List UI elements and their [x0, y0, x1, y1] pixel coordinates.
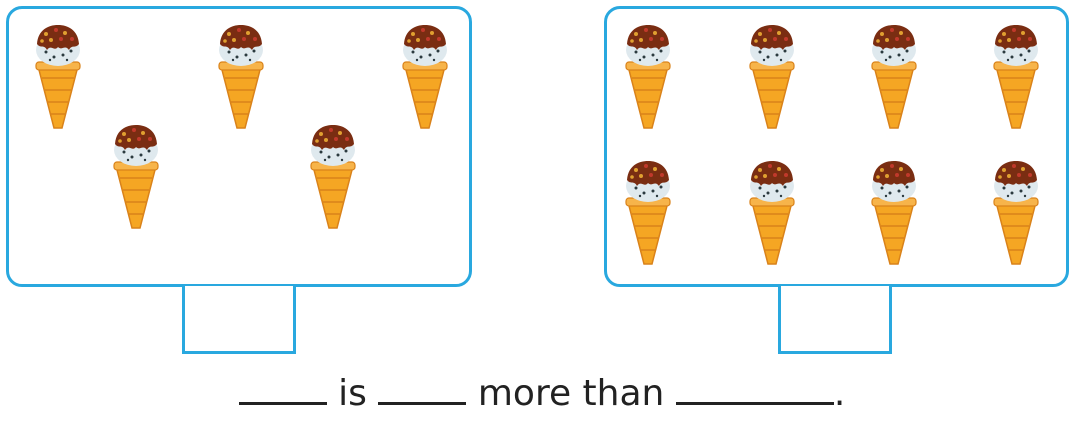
answer-blank-2[interactable]	[378, 368, 467, 405]
word-more-than: more than	[477, 373, 665, 414]
left-count-answer-box[interactable]	[182, 286, 296, 354]
ice-cream-cone-icon	[310, 124, 356, 229]
answer-blank-3[interactable]	[675, 368, 834, 405]
ice-cream-cone-icon	[625, 160, 671, 265]
sentence-period: .	[833, 373, 846, 414]
right-count-answer-box[interactable]	[778, 286, 892, 354]
ice-cream-cone-icon	[749, 160, 795, 265]
ice-cream-cone-icon	[871, 24, 917, 129]
ice-cream-cone-icon	[993, 160, 1039, 265]
ice-cream-cone-icon	[402, 24, 448, 129]
word-is: is	[338, 373, 367, 414]
ice-cream-cone-icon	[993, 24, 1039, 129]
comparison-sentence: is more than .	[0, 368, 1084, 414]
ice-cream-cone-icon	[218, 24, 264, 129]
ice-cream-cone-icon	[625, 24, 671, 129]
answer-blank-1[interactable]	[238, 368, 327, 405]
ice-cream-cone-icon	[35, 24, 81, 129]
right-group-frame	[604, 6, 1069, 287]
ice-cream-cone-icon	[113, 124, 159, 229]
ice-cream-cone-icon	[871, 160, 917, 265]
ice-cream-cone-icon	[749, 24, 795, 129]
